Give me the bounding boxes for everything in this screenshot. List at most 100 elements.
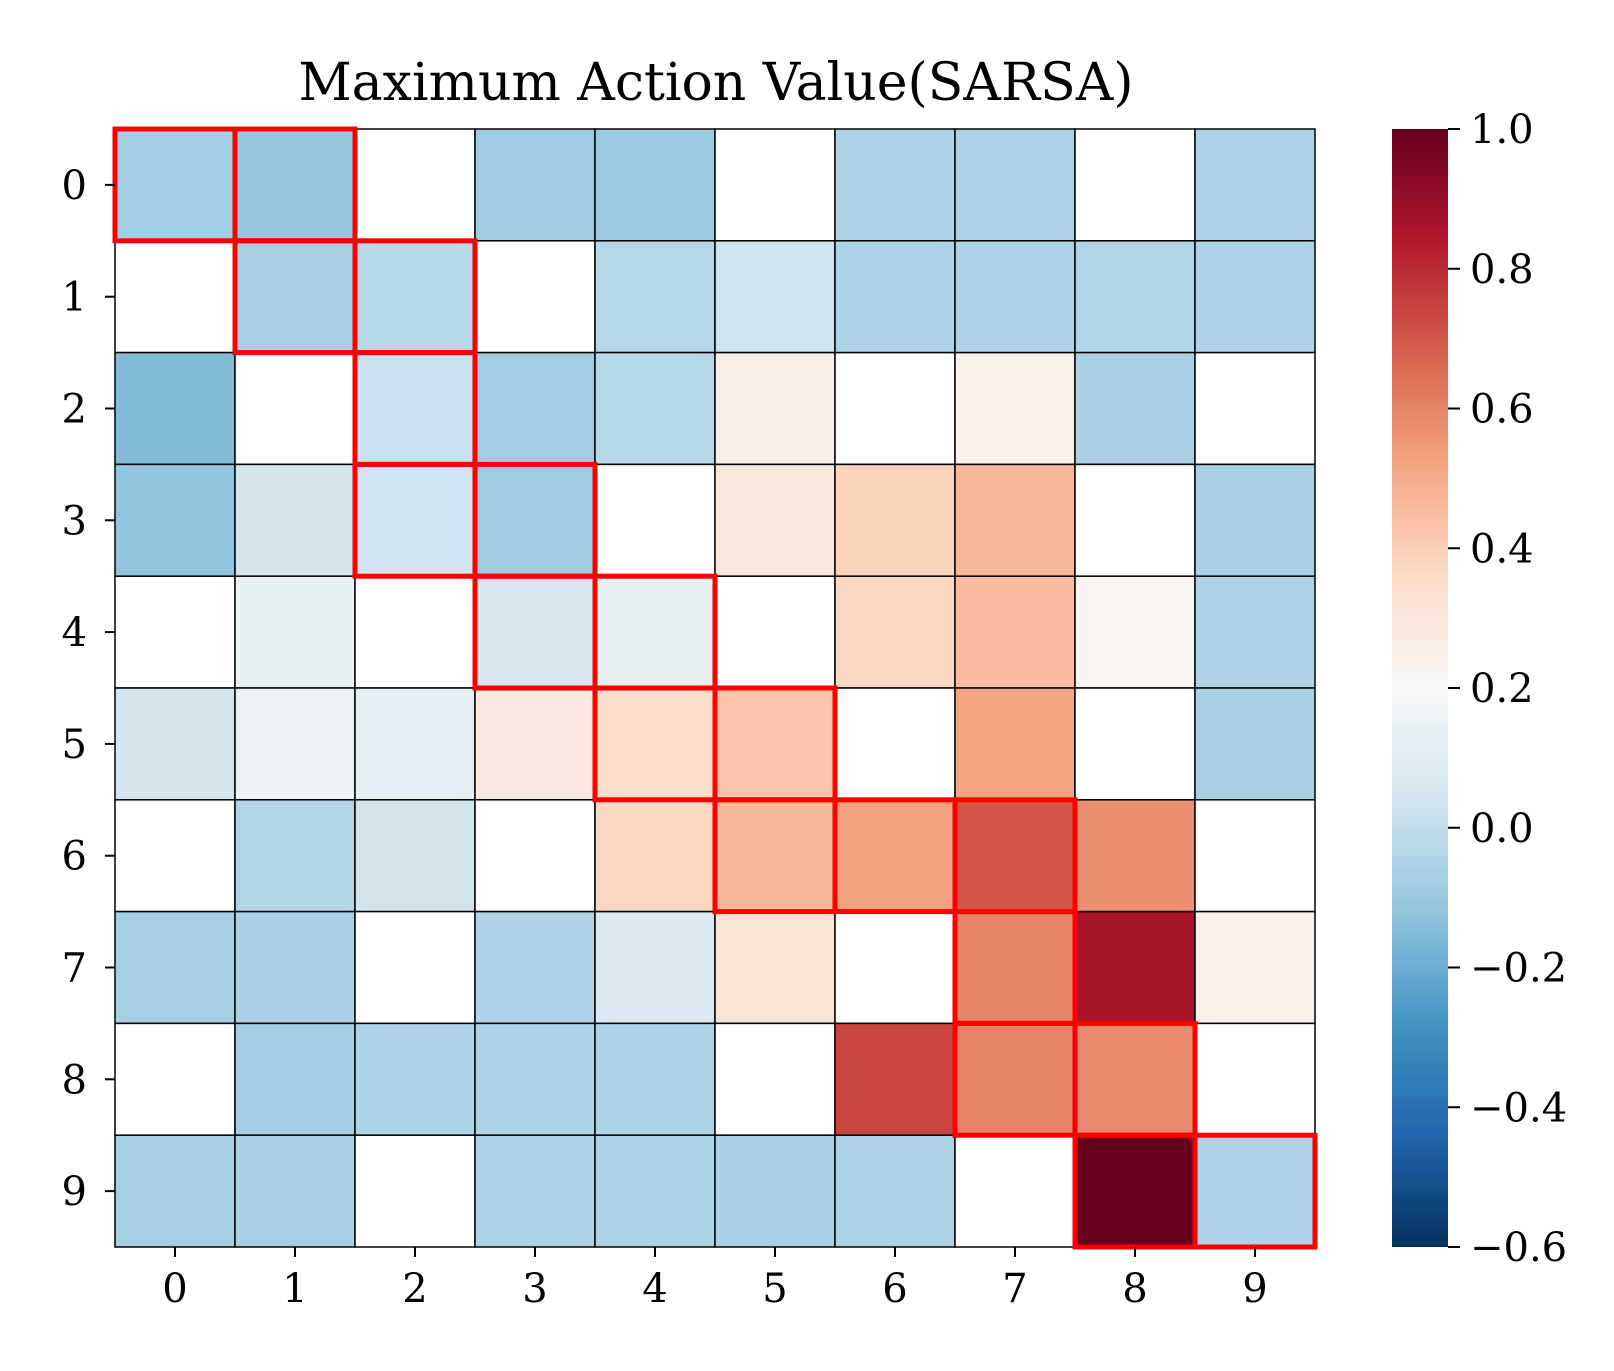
x-tick-label: 1 [282,1266,307,1312]
heatmap-cell-r2-c0 [114,351,236,466]
highlighted-path [112,126,1318,1250]
heatmap-cell-r9-c1 [234,1134,356,1248]
y-tick-label: 9 [62,1169,87,1215]
y-tick-label: 8 [62,1057,87,1103]
heatmap-cell-r8-c2 [354,1022,476,1136]
heatmap-cell-r5-c5 [714,687,836,801]
x-tick-label: 2 [402,1266,427,1312]
heatmap-cell-r4-c8 [1074,575,1196,689]
heatmap-cell-r0-c9 [1194,128,1316,242]
x-tick-label: 0 [162,1266,187,1312]
heatmap-cell-r0-c8 [1074,128,1196,242]
heatmap-cell-r3-c6 [834,463,956,577]
colorbar-tick-label: 1.0 [1470,107,1534,153]
heatmap-cell-r3-c2 [354,463,476,577]
heatmap-cell-r0-c3 [474,128,596,242]
heatmap-cell-r6-c5 [714,799,836,913]
heatmap-cell-r1-c1 [234,240,356,354]
heatmap-cell-r0-c4 [594,128,716,242]
heatmap-cell-r8-c5 [714,1022,836,1136]
heatmap-cell-r9-c5 [714,1134,836,1248]
axes: 0 1 2 3 4 5 6 7 8 9 0 1 2 3 4 5 6 7 8 9 [62,163,1268,1312]
heatmap-cell-r8-c7 [954,1022,1076,1136]
heatmap-cell-r3-c7 [954,463,1076,577]
heatmap-cell-r5-c2 [354,687,476,801]
heatmap-cell-r0-c1 [234,128,356,242]
colorbar-tick-label: 0.2 [1470,666,1534,712]
x-tick-label: 6 [882,1266,907,1312]
heatmap-cell-r6-c9 [1194,799,1316,913]
x-tick-label: 4 [642,1266,667,1312]
heatmap-cell-r4-c4 [594,575,716,689]
heatmap-cell-r1-c5 [714,240,836,354]
heatmap-cell-r3-c5 [714,463,836,577]
heatmap-cell-r7-c4 [594,910,716,1025]
heatmap-cell-r6-c0 [114,799,236,913]
colorbar-gradient [1392,129,1448,1247]
heatmap-cell-r3-c8 [1074,463,1196,577]
heatmap-cell-r6-c7 [954,799,1076,913]
heatmap-cell-r9-c3 [474,1134,596,1248]
colorbar-tick-label: 0.4 [1470,526,1534,572]
heatmap-cell-r7-c9 [1194,910,1316,1025]
heatmap-cell-r3-c1 [234,463,356,577]
y-tick-label: 6 [62,834,87,880]
heatmap-cell-r2-c1 [234,351,356,466]
x-tick-label: 8 [1122,1266,1147,1312]
heatmap-cell-r6-c8 [1074,799,1196,913]
heatmap-cell-r2-c9 [1194,351,1316,466]
heatmap-cell-r4-c0 [114,575,236,689]
y-tick-label: 5 [62,722,87,768]
y-tick-label: 7 [62,946,87,992]
heatmap-cell-r6-c1 [234,799,356,913]
heatmap-cell-r6-c6 [834,799,956,913]
heatmap-cell-r5-c1 [234,687,356,801]
x-tick-label: 7 [1002,1266,1027,1312]
heatmap-cell-r2-c4 [594,351,716,466]
heatmap-cell-r1-c8 [1074,240,1196,354]
heatmap-cell-r5-c0 [114,687,236,801]
heatmap-cell-r5-c6 [834,687,956,801]
heatmap-cell-r1-c2 [354,240,476,354]
heatmap-cell-r5-c8 [1074,687,1196,801]
heatmap-cell-r8-c6 [834,1022,956,1136]
heatmap-cells [114,128,1316,1248]
x-tick-label: 9 [1242,1266,1267,1312]
heatmap-cell-r2-c7 [954,351,1076,466]
heatmap-cell-r2-c8 [1074,351,1196,466]
heatmap-cell-r0-c6 [834,128,956,242]
heatmap-cell-r7-c7 [954,910,1076,1025]
colorbar-tick-label: 0.8 [1470,247,1534,293]
heatmap-cell-r9-c6 [834,1134,956,1248]
heatmap-cell-r1-c9 [1194,240,1316,354]
colorbar: 1.0 0.8 0.6 0.4 0.2 0.0 −0.2 −0.4 −0.6 [1392,107,1567,1271]
heatmap-cell-r8-c4 [594,1022,716,1136]
y-tick-label: 4 [62,610,87,656]
heatmap-cell-r8-c9 [1194,1022,1316,1136]
heatmap-cell-r7-c8 [1074,910,1196,1025]
heatmap-cell-r4-c2 [354,575,476,689]
heatmap-cell-r2-c2 [354,351,476,466]
x-tick-label: 3 [522,1266,547,1312]
heatmap-cell-r7-c5 [714,910,836,1025]
heatmap-cell-r7-c2 [354,910,476,1025]
heatmap-cell-r0-c5 [714,128,836,242]
heatmap-cell-r5-c4 [594,687,716,801]
heatmap-cell-r9-c0 [114,1134,236,1248]
heatmap-cell-r8-c0 [114,1022,236,1136]
heatmap-cell-r9-c9 [1194,1134,1316,1248]
heatmap-cell-r3-c9 [1194,463,1316,577]
heatmap-cell-r4-c1 [234,575,356,689]
heatmap-cell-r0-c7 [954,128,1076,242]
heatmap-cell-r9-c7 [954,1134,1076,1248]
heatmap-cell-r2-c3 [474,351,596,466]
heatmap-cell-r3-c0 [114,463,236,577]
heatmap-cell-r6-c2 [354,799,476,913]
heatmap-cell-r9-c8 [1074,1134,1196,1248]
heatmap-cell-r5-c3 [474,687,596,801]
heatmap-cell-r1-c0 [114,240,236,354]
colorbar-tick-label: −0.2 [1470,946,1567,992]
heatmap-cell-r7-c1 [234,910,356,1025]
heatmap-cell-r6-c4 [594,799,716,913]
